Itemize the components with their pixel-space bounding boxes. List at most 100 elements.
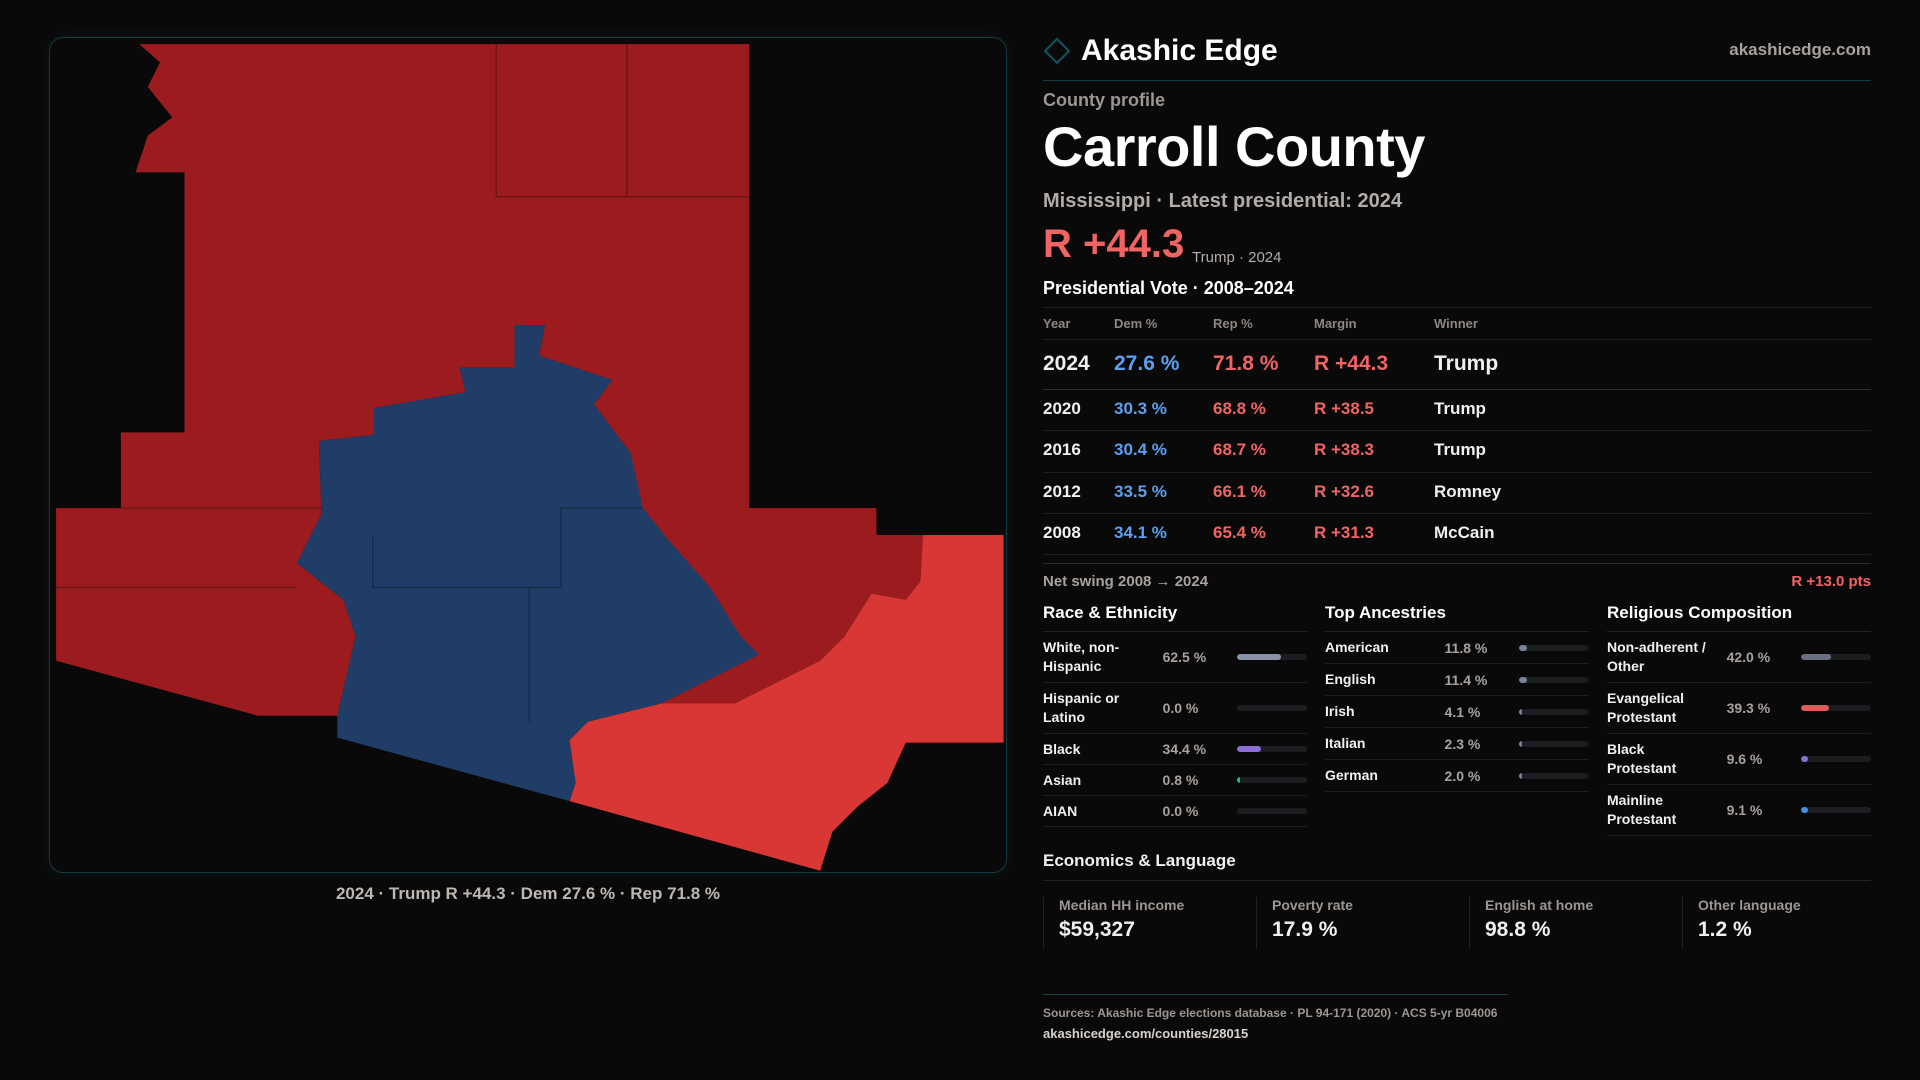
row-year: 2016: [1043, 440, 1081, 459]
bar-track: [1519, 772, 1589, 779]
row-margin: R +44.3: [1314, 352, 1389, 375]
row-pct: 34.4 %: [1162, 741, 1207, 757]
precincts-dem[interactable]: [296, 324, 760, 802]
data-row: AIAN 0.0 %: [1043, 796, 1307, 827]
brand[interactable]: Akashic Edge: [1043, 34, 1278, 68]
site-link[interactable]: akashicedge.com: [1729, 40, 1871, 59]
headline-margin: R +44.3: [1043, 222, 1185, 266]
county-map-svg[interactable]: [50, 38, 1006, 872]
row-pct: 0.0 %: [1162, 803, 1199, 819]
row-rep-pct: 68.7 %: [1213, 440, 1266, 459]
row-pct: 0.0 %: [1162, 700, 1199, 716]
map-caption: 2024 · Trump R +44.3 · Dem 27.6 % · Rep …: [335, 884, 721, 903]
row-dem-pct: 34.1 %: [1114, 523, 1167, 542]
data-row: Hispanic or Latino 0.0 %: [1043, 683, 1307, 734]
row-dem-pct: 30.4 %: [1114, 440, 1167, 459]
divider: [1043, 307, 1871, 308]
page-subtitle: Mississippi · Latest presidential: 2024: [1043, 190, 1403, 212]
county-url[interactable]: akashicedge.com/counties/28015: [1043, 1026, 1249, 1041]
section-race-ethnicity: Race & Ethnicity White, non-Hispanic 62.5 …: [1043, 603, 1307, 827]
bar-track: [1519, 708, 1589, 715]
row-pct: 2.3 %: [1444, 735, 1481, 752]
data-row: Irish 4.1 %: [1325, 696, 1589, 728]
data-row: Non-adherent / Other 42.0 %: [1607, 632, 1871, 683]
row-label: Hispanic or Latino: [1043, 690, 1120, 725]
row-pct: 0.8 %: [1162, 772, 1199, 788]
stat-label: Poverty rate: [1272, 897, 1353, 913]
bar-track: [1237, 654, 1307, 660]
data-row: Asian 0.8 %: [1043, 765, 1307, 796]
section-religious-composition: Religious Composition Non-adherent / Othe…: [1607, 603, 1871, 836]
row-year: 2012: [1043, 482, 1081, 501]
stat-card: English at home 98.8 %: [1469, 897, 1682, 949]
row-dem-pct: 33.5 %: [1114, 482, 1167, 501]
bar-track: [1237, 808, 1307, 814]
row-label: English: [1325, 671, 1376, 687]
row-pct: 39.3 %: [1726, 700, 1771, 716]
precinct-borders: [56, 44, 750, 722]
row-label: Non-adherent / Other: [1607, 639, 1706, 674]
bar-fill: [1801, 756, 1808, 762]
row-rep-pct: 66.1 %: [1213, 482, 1266, 501]
table-row: 2008 34.1 % 65.4 % R +31.3 McCain: [1043, 514, 1871, 555]
data-row: American 11.8 %: [1325, 632, 1589, 664]
page-title: Carroll County: [1043, 115, 1425, 178]
row-winner: McCain: [1434, 523, 1495, 542]
row-rep-pct: 68.8 %: [1213, 399, 1266, 418]
bar-track: [1801, 807, 1871, 813]
row-winner: Trump: [1434, 399, 1486, 418]
row-rep-pct: 65.4 %: [1213, 523, 1266, 542]
row-label: Mainline Protestant: [1607, 792, 1677, 827]
bar-fill: [1237, 654, 1281, 660]
bar-track: [1237, 705, 1307, 711]
table-row: 2020 30.3 % 68.8 % R +38.5 Trump: [1043, 390, 1871, 431]
row-label: Black Protestant: [1607, 741, 1677, 776]
data-row: Evangelical Protestant 39.3 %: [1607, 683, 1871, 734]
precincts-rep-light[interactable]: [569, 534, 1004, 871]
net-swing-value: R +13.0 pts: [1791, 573, 1871, 590]
row-year: 2020: [1043, 399, 1081, 418]
county-map[interactable]: [49, 37, 1007, 873]
data-row: Black Protestant 9.6 %: [1607, 734, 1871, 785]
column-header: Winner: [1434, 316, 1478, 331]
bar-track: [1801, 756, 1871, 762]
bar-track: [1519, 644, 1589, 651]
row-year: 2008: [1043, 523, 1081, 542]
precincts-rep-strong[interactable]: [56, 44, 923, 716]
table-row: 2012 33.5 % 66.1 % R +32.6 Romney: [1043, 473, 1871, 514]
row-dem-pct: 30.3 %: [1114, 399, 1167, 418]
row-margin: R +32.6: [1314, 482, 1375, 501]
vote-table-header: Year Dem % Rep % Margin Winner: [1043, 310, 1871, 340]
row-label: Evangelical Protestant: [1607, 690, 1685, 725]
headline-margin-sub: Trump · 2024: [1192, 249, 1282, 266]
bar-track: [1237, 777, 1307, 783]
data-row: English 11.4 %: [1325, 664, 1589, 696]
section-top-ancestries: Top Ancestries American 11.8 % English 11.4 …: [1325, 603, 1589, 792]
row-pct: 4.1 %: [1444, 703, 1481, 720]
header-divider: [1043, 80, 1871, 81]
row-label: Black: [1043, 740, 1081, 757]
row-pct: 42.0 %: [1726, 649, 1771, 665]
bar-track: [1519, 740, 1589, 747]
net-swing-label: Net swing 2008 → 2024: [1043, 573, 1209, 590]
stat-value: 17.9 %: [1272, 918, 1338, 941]
row-label: AIAN: [1043, 802, 1078, 819]
row-label: Italian: [1325, 735, 1366, 751]
table-row: 2016 30.4 % 68.7 % R +38.3 Trump: [1043, 431, 1871, 473]
stat-value: 1.2 %: [1698, 918, 1752, 941]
row-pct: 11.8 %: [1444, 639, 1488, 656]
column-header: Year: [1043, 316, 1071, 331]
diamond-outline-icon: [1043, 37, 1071, 65]
data-row: Black 34.4 %: [1043, 734, 1307, 765]
row-label: German: [1325, 767, 1378, 783]
stat-card: Poverty rate 17.9 %: [1256, 897, 1469, 949]
row-dem-pct: 27.6 %: [1114, 352, 1180, 375]
section-title: Religious Composition: [1607, 603, 1871, 632]
row-winner: Romney: [1434, 482, 1502, 501]
bar-track: [1801, 705, 1871, 711]
stat-value: 98.8 %: [1485, 918, 1551, 941]
row-rep-pct: 71.8 %: [1213, 352, 1279, 375]
row-pct: 11.4 %: [1444, 671, 1488, 688]
row-winner: Trump: [1434, 440, 1486, 459]
data-row: Italian 2.3 %: [1325, 728, 1589, 760]
